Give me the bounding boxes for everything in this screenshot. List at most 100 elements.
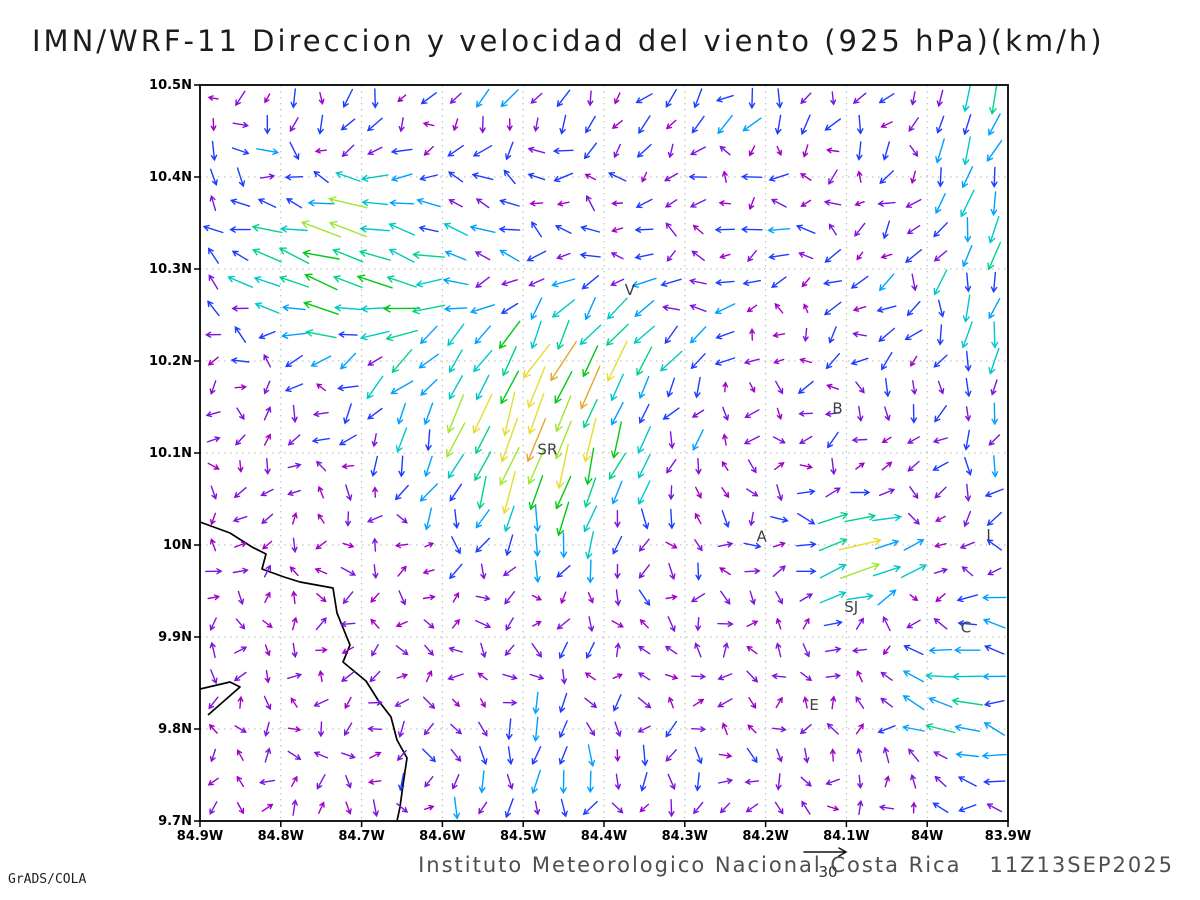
wind-arrow (372, 486, 378, 498)
wind-arrow (366, 515, 383, 523)
wind-arrow (204, 331, 222, 338)
wind-arrow (933, 222, 948, 238)
wind-arrow (446, 422, 466, 458)
wind-arrow (469, 224, 496, 233)
lon-tick-label: 84.2W (742, 829, 789, 844)
wind-arrow (719, 253, 731, 259)
wind-arrow (332, 275, 363, 289)
wind-arrow (722, 641, 729, 658)
wind-arrow (395, 621, 408, 628)
wind-arrow (851, 436, 868, 443)
wind-arrow (774, 461, 785, 471)
wind-arrow (819, 563, 847, 579)
wind-arrow (313, 170, 329, 183)
wind-arrow (499, 249, 520, 262)
wind-arrow (556, 319, 570, 351)
wind-arrow (694, 746, 703, 765)
wind-arrow (851, 647, 868, 654)
wind-arrow (503, 505, 515, 533)
wind-arrow (500, 417, 519, 463)
wind-arrow (207, 777, 219, 786)
lat-tick-label: 9.9N (158, 630, 192, 645)
wind-arrow (366, 375, 384, 400)
wind-arrow (585, 641, 595, 659)
wind-arrow (746, 670, 759, 683)
wind-arrow (876, 305, 897, 313)
wind-arrow (830, 695, 837, 710)
wind-arrow (801, 277, 811, 288)
wind-arrow (981, 594, 1007, 602)
wind-arrow (263, 380, 271, 395)
wind-arrow (692, 224, 704, 235)
wind-arrow (691, 673, 707, 680)
wind-arrow (884, 775, 890, 788)
wind-arrow (856, 170, 863, 183)
wind-arrow (638, 538, 650, 552)
wind-arrow (504, 534, 514, 557)
wind-arrow (908, 117, 919, 133)
wind-arrow (449, 563, 463, 580)
wind-arrow (236, 749, 244, 761)
wind-arrow (555, 475, 572, 510)
lon-tick-label: 83.9W (984, 829, 1032, 844)
wind-arrow (776, 145, 782, 157)
wind-arrow (668, 562, 676, 581)
wind-arrow (664, 199, 678, 208)
wind-arrow (284, 383, 304, 392)
wind-arrow (424, 542, 435, 548)
wind-arrow (991, 321, 999, 349)
wind-arrow (474, 325, 491, 345)
station-label-V: V (625, 281, 636, 299)
wind-arrow (802, 696, 809, 709)
wind-arrow (906, 436, 920, 444)
wind-arrow (254, 302, 280, 314)
wind-arrow (988, 216, 1000, 244)
wind-arrow (587, 592, 594, 604)
wind-arrow (480, 563, 487, 580)
wind-arrow (505, 718, 513, 741)
wind-arrow (390, 173, 413, 182)
wind-arrow (315, 460, 327, 472)
wind-arrow (210, 118, 217, 132)
wind-arrow (231, 250, 249, 261)
wind-arrow (662, 304, 680, 311)
wind-arrow (505, 141, 514, 161)
wind-arrow (905, 249, 923, 263)
wind-arrow (586, 722, 596, 737)
wind-arrow (956, 594, 978, 603)
wind-arrow (448, 349, 463, 374)
wind-arrow (606, 297, 628, 320)
wind-arrow (935, 138, 945, 164)
wind-arrow (855, 696, 865, 709)
wind-arrow (314, 567, 328, 575)
wind-arrow (612, 535, 623, 555)
wind-arrow (691, 115, 705, 134)
wind-arrow (634, 226, 654, 233)
wind-arrow (367, 407, 383, 420)
wind-arrow (614, 563, 621, 580)
wind-arrow (315, 617, 327, 631)
wind-arrow (502, 699, 518, 706)
wind-arrow (770, 198, 787, 208)
wind-arrow (722, 170, 728, 183)
wind-arrow (877, 200, 896, 207)
wind-arrow (262, 619, 273, 629)
reference-arrow (803, 847, 848, 857)
wind-arrow (878, 804, 895, 811)
wind-arrow (307, 199, 335, 207)
wind-arrow (689, 199, 707, 208)
wind-arrow (529, 673, 545, 681)
wind-arrow (206, 436, 221, 443)
wind-arrow (558, 746, 568, 766)
wind-arrow (902, 724, 925, 732)
wind-arrow (207, 594, 221, 601)
wind-arrow (693, 801, 704, 815)
wind-arrow (987, 567, 1002, 576)
wind-arrow (879, 488, 896, 496)
wind-arrow (556, 618, 571, 630)
wind-arrow (668, 696, 674, 709)
wind-arrow (825, 353, 840, 370)
wind-arrow (478, 721, 488, 737)
wind-arrow (691, 250, 705, 261)
wind-vectors (202, 85, 1007, 820)
